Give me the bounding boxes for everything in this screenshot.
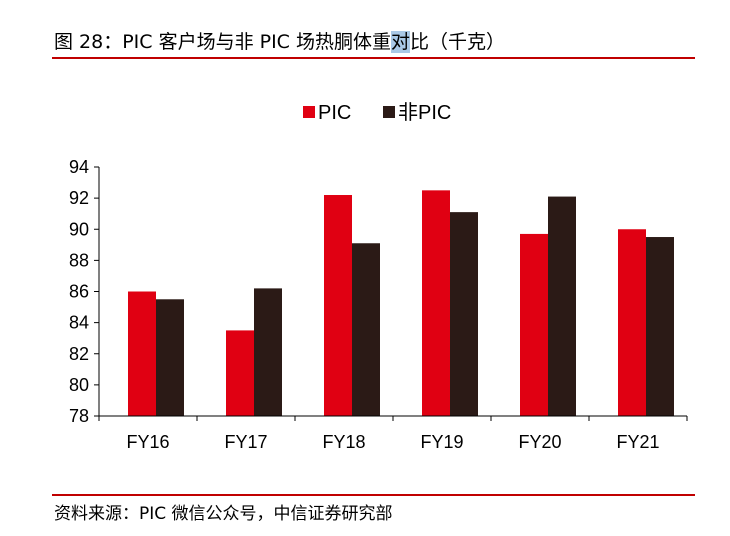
bar-pic-fy20: [520, 233, 548, 416]
bar-non-pic-fy19: [450, 212, 478, 416]
title-rule: [52, 57, 695, 59]
bar-pic-fy19: [422, 190, 450, 416]
bar-non-pic-fy17: [254, 288, 282, 416]
y-tick-label: 86: [69, 282, 89, 302]
y-tick-label: 84: [69, 313, 89, 333]
x-tick-label-fy21: FY21: [616, 432, 659, 452]
chart-bars: [128, 190, 674, 416]
x-tick-label-fy19: FY19: [420, 432, 463, 452]
chart-axes: 78 80 82 84 86 88 90 92 94 FY16 FY17 FY18 FY19 FY20 FY…: [69, 157, 688, 452]
figure-title-pre: 图 28：PIC 客户场与非 PIC 场热胴体重: [54, 31, 391, 53]
bar-non-pic-fy21: [646, 237, 674, 416]
legend-swatch-pic: [303, 106, 315, 118]
bar-pic-fy17: [226, 330, 254, 416]
chart-legend: PIC 非PIC: [303, 101, 451, 124]
bar-pic-fy18: [324, 195, 352, 416]
bar-non-pic-fy16: [156, 299, 184, 416]
legend-label-pic: PIC: [318, 102, 351, 124]
x-tick-label-fy16: FY16: [126, 432, 169, 452]
bar-pic-fy21: [618, 229, 646, 416]
legend-label-non-pic: 非PIC: [398, 101, 451, 124]
source-rule: [52, 494, 695, 496]
source-note: 资料来源：PIC 微信公众号，中信证券研究部: [54, 504, 393, 524]
figure-title-post: 比（千克）: [410, 31, 506, 53]
bar-non-pic-fy18: [352, 243, 380, 416]
y-tick-label: 94: [69, 157, 89, 177]
y-tick-label: 78: [69, 406, 89, 426]
figure-title-highlight: 对: [391, 31, 411, 53]
figure-title: 图 28：PIC 客户场与非 PIC 场热胴体重对比（千克）: [54, 30, 505, 54]
x-tick-label-fy17: FY17: [224, 432, 267, 452]
legend-swatch-non-pic: [383, 106, 395, 118]
y-tick-label: 80: [69, 375, 89, 395]
x-tick-label-fy20: FY20: [518, 432, 561, 452]
bar-pic-fy16: [128, 291, 156, 416]
bar-non-pic-fy20: [548, 196, 576, 416]
x-tick-label-fy18: FY18: [322, 432, 365, 452]
y-tick-label: 90: [69, 219, 89, 239]
y-tick-label: 82: [69, 344, 89, 364]
y-tick-label: 92: [69, 188, 89, 208]
y-tick-label: 88: [69, 250, 89, 270]
